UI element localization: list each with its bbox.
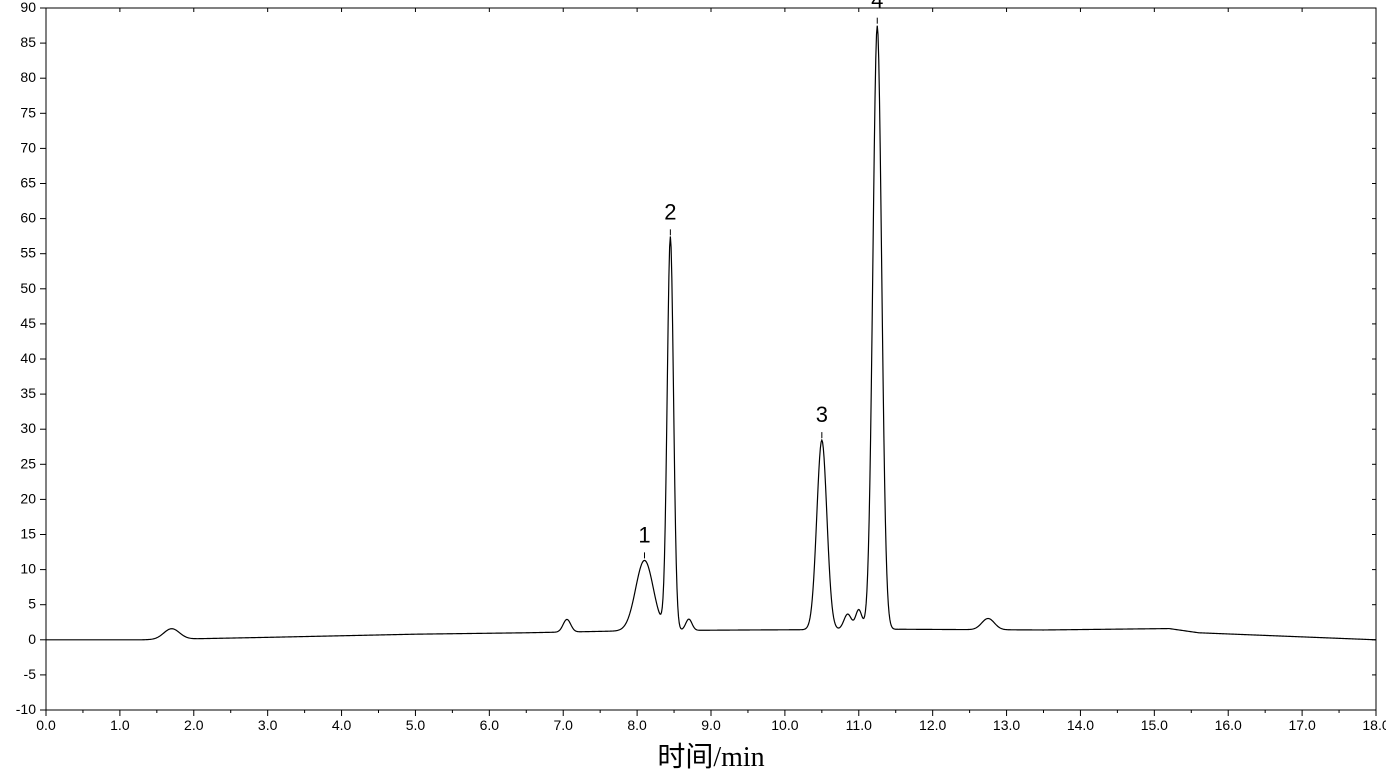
y-tick-label: 75 [20,104,36,120]
y-tick-label: 35 [20,385,36,401]
peak-label-1: 1 [638,522,650,547]
x-tick-label: 7.0 [553,717,573,733]
x-tick-label: 11.0 [846,717,872,733]
x-tick-label: 10.0 [771,717,798,733]
chart-svg: 0.01.02.03.04.05.06.07.08.09.010.011.012… [0,0,1386,780]
y-tick-label: 65 [20,175,36,191]
y-tick-label: 10 [20,561,36,577]
x-tick-label: 1.0 [110,717,130,733]
x-axis-label: 时间/min [657,741,764,773]
y-tick-label: 90 [20,0,36,15]
x-tick-label: 14.0 [1067,717,1094,733]
x-tick-label: 17.0 [1288,717,1315,733]
x-tick-label: 16.0 [1215,717,1242,733]
plot-frame [46,8,1376,710]
x-tick-label: 6.0 [480,717,500,733]
x-tick-label: 3.0 [258,717,278,733]
x-tick-label: 12.0 [919,717,946,733]
x-tick-label: 2.0 [184,717,204,733]
x-tick-label: 15.0 [1141,717,1168,733]
y-tick-label: 45 [20,315,36,331]
y-tick-label: 20 [20,490,36,506]
x-tick-label: 18.0 [1362,717,1386,733]
x-tick-label: 0.0 [36,717,56,733]
y-tick-label: -10 [16,701,36,717]
y-tick-label: 85 [20,34,36,50]
x-tick-label: 8.0 [627,717,647,733]
y-tick-label: 15 [20,526,36,542]
peak-label-4: 4 [871,0,883,13]
x-tick-label: 4.0 [332,717,352,733]
x-tick-label: 13.0 [993,717,1020,733]
y-tick-label: 55 [20,245,36,261]
y-tick-label: -5 [24,666,37,682]
x-tick-label: 9.0 [701,717,721,733]
chromatogram-chart: 0.01.02.03.04.05.06.07.08.09.010.011.012… [0,0,1386,780]
y-tick-label: 0 [28,631,36,647]
y-tick-label: 25 [20,455,36,471]
y-tick-label: 40 [20,350,36,366]
x-tick-label: 5.0 [406,717,426,733]
y-tick-label: 5 [28,596,36,612]
peak-label-3: 3 [816,402,828,427]
chromatogram-trace [46,26,1376,640]
y-tick-label: 80 [20,69,36,85]
peak-label-2: 2 [664,199,676,224]
y-tick-label: 30 [20,420,36,436]
y-tick-label: 60 [20,210,36,226]
y-tick-label: 50 [20,280,36,296]
y-tick-label: 70 [20,139,36,155]
